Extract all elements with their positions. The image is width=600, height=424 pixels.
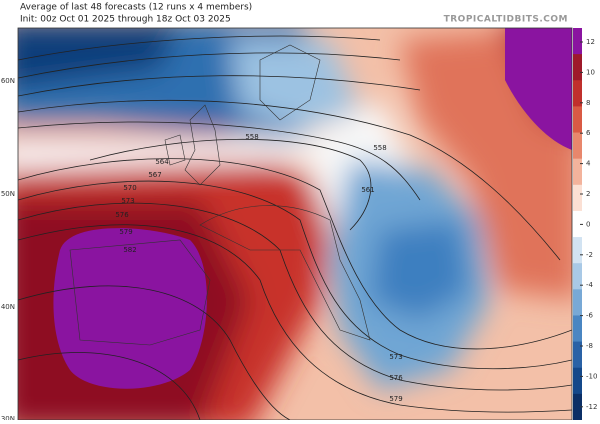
latitude-label: 60N: [1, 77, 15, 85]
colorbar-label: -2: [586, 251, 593, 259]
colorbar-segment: [573, 393, 582, 421]
colorbar-segment: [573, 54, 582, 81]
map: [18, 28, 572, 420]
contour-label: 576: [389, 374, 403, 382]
contour-label: 570: [123, 184, 136, 192]
colorbar-segment: [573, 263, 582, 290]
colorbar-label: 8: [586, 99, 590, 107]
colorbar-segment: [573, 80, 582, 107]
colorbar-segment: [573, 210, 582, 238]
colorbar-label: -4: [586, 281, 594, 289]
colorbar-label: -12: [586, 403, 597, 411]
anomaly-max-northeast: [505, 28, 572, 150]
watermark: TROPICALTIDBITS.COM: [444, 15, 568, 25]
colorbar-label: -8: [586, 342, 593, 350]
subtitle: Average of last 48 forecasts (12 runs x …: [20, 3, 252, 13]
anomaly-max-west: [53, 228, 207, 389]
colorbar-label: 0: [586, 220, 590, 228]
latitude-label: 50N: [1, 190, 15, 198]
colorbar-label: 2: [586, 190, 590, 198]
contour-label: 573: [389, 353, 402, 361]
contour-label: 558: [373, 144, 386, 152]
colorbar-label: 6: [586, 129, 591, 137]
contour-label: 582: [123, 246, 136, 254]
colorbar-segment: [573, 341, 582, 369]
colorbar-segment: [573, 315, 582, 343]
colorbar-label: -10: [586, 372, 597, 380]
colorbar: 12 10 8 6 4 2 0 -2 -4 -6 -8 -10 -12: [573, 28, 597, 421]
colorbar-segment: [573, 184, 582, 212]
colorbar-segment: [573, 106, 582, 134]
contour-label: 573: [121, 197, 134, 205]
colorbar-label: 10: [586, 68, 595, 76]
colorbar-label: 4: [586, 160, 591, 168]
colorbar-segment: [573, 132, 582, 160]
init-time: Init: 00z Oct 01 2025 through 18z Oct 03…: [20, 15, 231, 25]
contour-label: 576: [115, 211, 129, 219]
contour-label: 564: [155, 158, 169, 166]
contour-label: 579: [119, 228, 132, 236]
contour-label: 567: [148, 171, 161, 179]
coastlines: [69, 44, 371, 346]
colorbar-segment: [573, 158, 582, 186]
colorbar-segment: [573, 367, 582, 395]
colorbar-segment: [573, 28, 582, 55]
colorbar-segment: [573, 237, 582, 264]
colorbar-segment: [573, 289, 582, 316]
colorbar-label: -6: [586, 312, 594, 320]
height-contours: [18, 35, 572, 420]
latitude-label: 30N: [1, 415, 15, 420]
contour-label: 579: [389, 395, 402, 403]
contour-label: 561: [361, 186, 374, 194]
colorbar-label: 12: [586, 38, 595, 46]
latitude-label: 40N: [1, 303, 15, 311]
contour-label: 558: [245, 133, 258, 141]
